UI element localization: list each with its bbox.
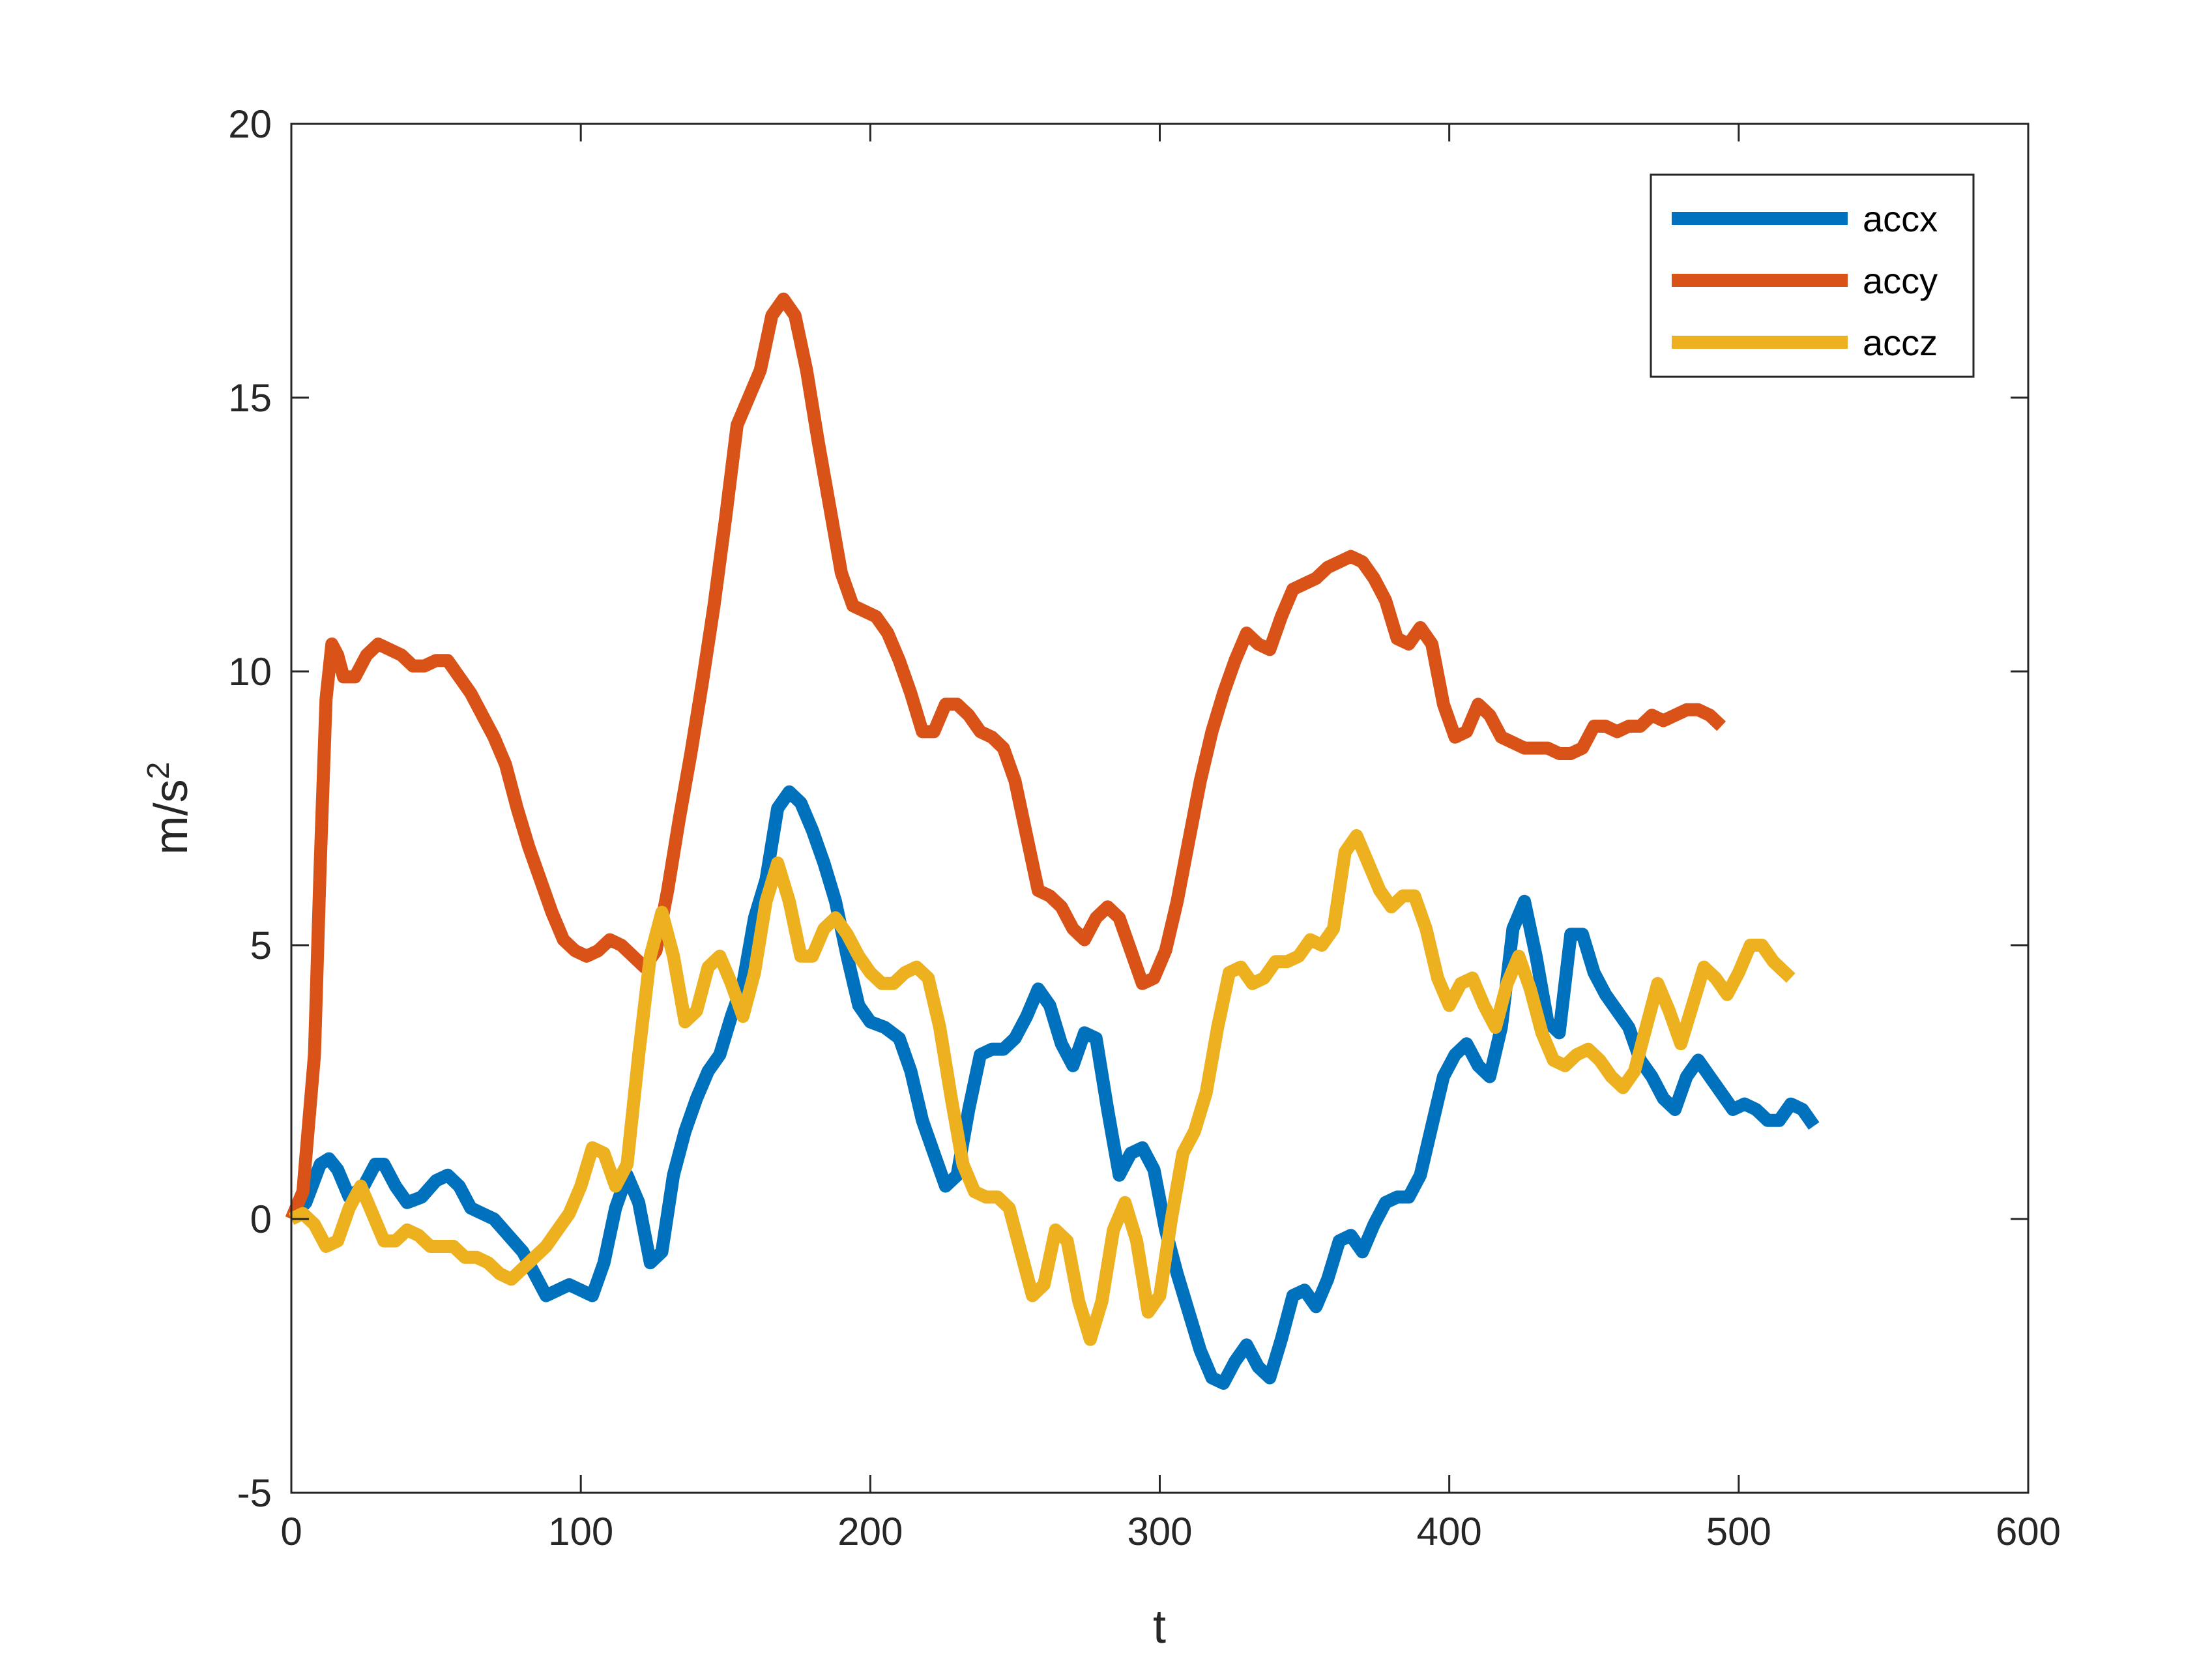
legend-label-accz: accz [1863,322,1938,363]
x-tick-label-500: 500 [1706,1510,1771,1553]
y-tick-label-20: 20 [228,102,272,146]
x-tick-label-400: 400 [1417,1510,1482,1553]
y-tick-label-15: 15 [228,376,272,420]
y-axis-label-base: m/s [145,779,197,855]
y-axis-label: m/s2 [141,762,197,855]
x-tick-label-300: 300 [1127,1510,1192,1553]
series-line-accz [288,829,1796,1346]
x-tick-label-600: 600 [1996,1510,2061,1553]
series-layer [285,292,1820,1390]
y-tick-label-10: 10 [228,650,272,694]
series-line-accx [286,785,1820,1390]
legend: accx accy accz [1650,173,1975,378]
legend-label-accy: accy [1863,260,1938,301]
y-tick-label-5: 5 [250,924,272,967]
legend-label-accx: accx [1863,198,1938,239]
y-tick-label-0: 0 [250,1197,272,1241]
x-tick-label-200: 200 [837,1510,903,1553]
y-axis-label-exponent: 2 [141,762,176,780]
y-tick-label--5: -5 [237,1471,272,1515]
x-tick-label-0: 0 [280,1510,302,1553]
x-axis-label: t [1153,1601,1166,1653]
x-tick-label-100: 100 [548,1510,613,1553]
series-line-accy [285,292,1726,1222]
